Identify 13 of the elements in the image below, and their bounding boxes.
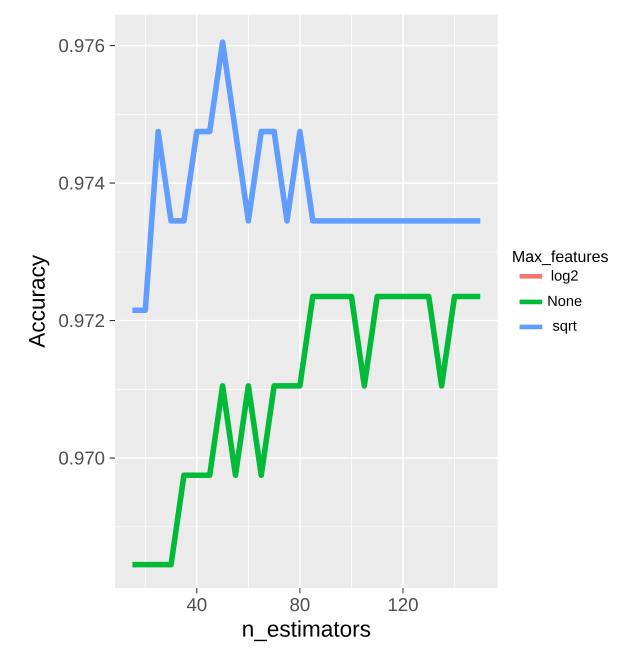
x-axis-title: n_estimators xyxy=(243,620,370,642)
y-tick-label: 0.972 xyxy=(59,314,104,328)
legend-label: log2 xyxy=(552,270,578,284)
y-axis-title: Accuracy xyxy=(29,254,50,348)
y-tick-label: 0.974 xyxy=(59,176,104,190)
legend-label: None xyxy=(548,296,582,306)
legend-label: sqrt xyxy=(552,321,577,334)
x-tick-label: 40 xyxy=(186,598,206,612)
legend-title: Max_features xyxy=(513,250,608,266)
x-tick-label: 120 xyxy=(388,598,418,612)
y-tick-label: 0.976 xyxy=(59,38,104,52)
x-tick-label: 80 xyxy=(290,598,310,612)
y-tick-label: 0.970 xyxy=(59,451,104,465)
